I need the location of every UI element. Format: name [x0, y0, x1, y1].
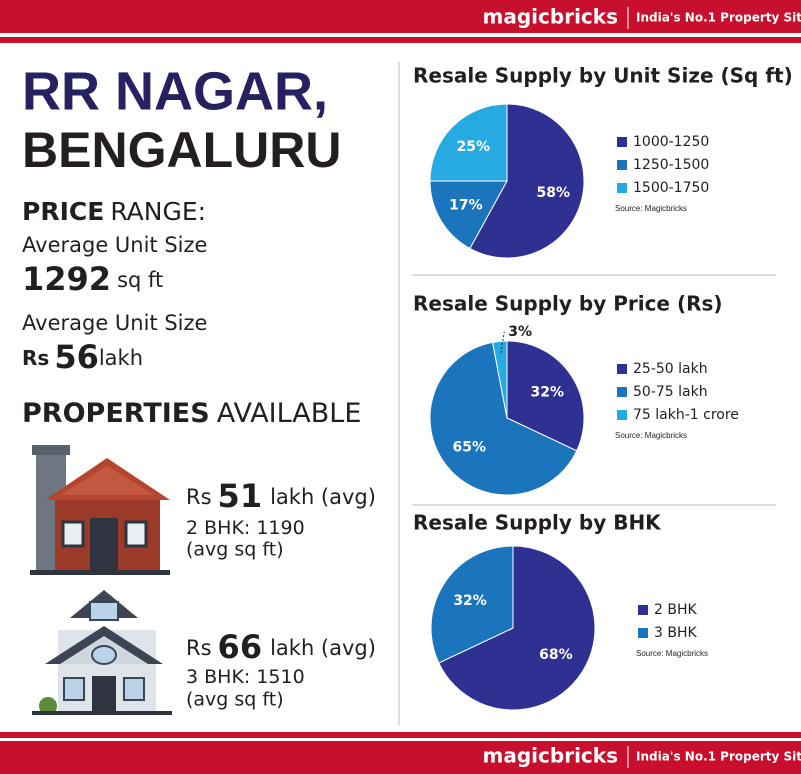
header-band — [0, 0, 801, 33]
tagline: India's No.1 Property Site — [636, 11, 801, 25]
price: 51 — [218, 477, 263, 515]
value: 1292 — [22, 260, 111, 298]
currency: Rs — [186, 485, 212, 509]
chart-title: Resale Supply by Price (Rs) — [413, 292, 723, 316]
pie-slice — [429, 341, 578, 496]
title: BENGALURU — [22, 122, 341, 178]
price-unit: lakh (avg) — [270, 636, 376, 660]
legend-label: 1500-1750 — [633, 180, 709, 196]
tagline: India's No.1 Property Site — [636, 750, 801, 764]
legend-swatch — [617, 410, 627, 420]
unit: sq ft — [117, 268, 163, 292]
leader-line — [500, 331, 505, 353]
heading-rest: AVAILABLE — [217, 398, 362, 429]
header-line — [0, 37, 801, 43]
unit: lakh — [99, 346, 143, 370]
property-size: 3 BHK: 1510 — [186, 666, 305, 688]
legend-swatch — [617, 160, 627, 170]
legend-label: 1250-1500 — [633, 157, 709, 173]
data-label: 32% — [453, 593, 487, 609]
data-label: 58% — [536, 185, 570, 201]
price-heading: PRICE RANGE: — [22, 197, 206, 226]
legend-label: 25-50 lakh — [633, 361, 708, 377]
pie-slice — [491, 340, 508, 419]
legend-label: 50-75 lakh — [633, 384, 708, 400]
data-label: 68% — [539, 647, 573, 663]
value: 56 — [54, 338, 99, 376]
legend-label: 2 BHK — [654, 602, 697, 618]
data-label: 65% — [453, 439, 487, 455]
footer-band — [0, 741, 801, 774]
label: Average Unit Size — [22, 311, 207, 335]
legend-label: 3 BHK — [654, 625, 697, 641]
price: 66 — [218, 628, 263, 666]
legend-label: 75 lakh-1 crore — [633, 407, 739, 423]
legend-swatch — [638, 628, 648, 638]
pie-slice — [506, 340, 585, 452]
properties-heading: PROPERTIES AVAILABLE — [22, 398, 361, 429]
currency: Rs — [186, 636, 212, 660]
data-label: 25% — [456, 139, 490, 155]
source: Source: Magicbricks — [615, 431, 687, 440]
heading-bold: PROPERTIES — [22, 398, 210, 429]
size-note: (avg sq ft) — [186, 689, 284, 711]
price: Rs 56lakh — [22, 338, 143, 376]
property-size: 2 BHK: 1190 — [186, 517, 305, 539]
pie-slice — [430, 545, 514, 664]
property-price: Rs 51 lakh (avg) — [186, 477, 376, 515]
legend-swatch — [617, 137, 627, 147]
chart-title: Resale Supply by Unit Size (Sq ft) — [413, 64, 793, 88]
house-icon — [32, 590, 172, 715]
bhk: 3 BHK: — [186, 666, 250, 688]
source: Source: Magicbricks — [615, 204, 687, 213]
price-unit: lakh (avg) — [270, 485, 376, 509]
legend-swatch — [638, 605, 648, 615]
heading-rest: RANGE: — [110, 197, 206, 226]
property-price: Rs 66 lakh (avg) — [186, 628, 376, 666]
brand: magicbricks — [483, 5, 618, 29]
legend-swatch — [617, 183, 627, 193]
legend-swatch — [617, 387, 627, 397]
size: 1190 — [256, 517, 304, 539]
label: Average Unit Size — [22, 233, 207, 257]
size-note: (avg sq ft) — [186, 539, 284, 561]
data-label: 17% — [449, 197, 483, 213]
source: Source: Magicbricks — [636, 649, 708, 658]
legend-label: 1000-1250 — [633, 134, 709, 150]
data-label: 32% — [531, 384, 565, 400]
house-icon — [30, 445, 170, 575]
data-label: 3% — [508, 324, 532, 340]
size: 1510 — [256, 666, 304, 688]
currency: Rs — [22, 346, 49, 370]
brand: magicbricks — [483, 744, 618, 768]
legend-swatch — [617, 364, 627, 374]
title: RR NAGAR, — [22, 61, 328, 121]
unit-size: 1292 sq ft — [22, 260, 163, 298]
heading-bold: PRICE — [22, 197, 104, 226]
pie-slice — [469, 103, 585, 259]
chart-title: Resale Supply by BHK — [413, 511, 662, 535]
pie-slice — [429, 103, 508, 182]
footer-line — [0, 732, 801, 738]
pie-slice — [429, 180, 508, 250]
pie-slice — [438, 545, 596, 711]
bhk: 2 BHK: — [186, 517, 250, 539]
